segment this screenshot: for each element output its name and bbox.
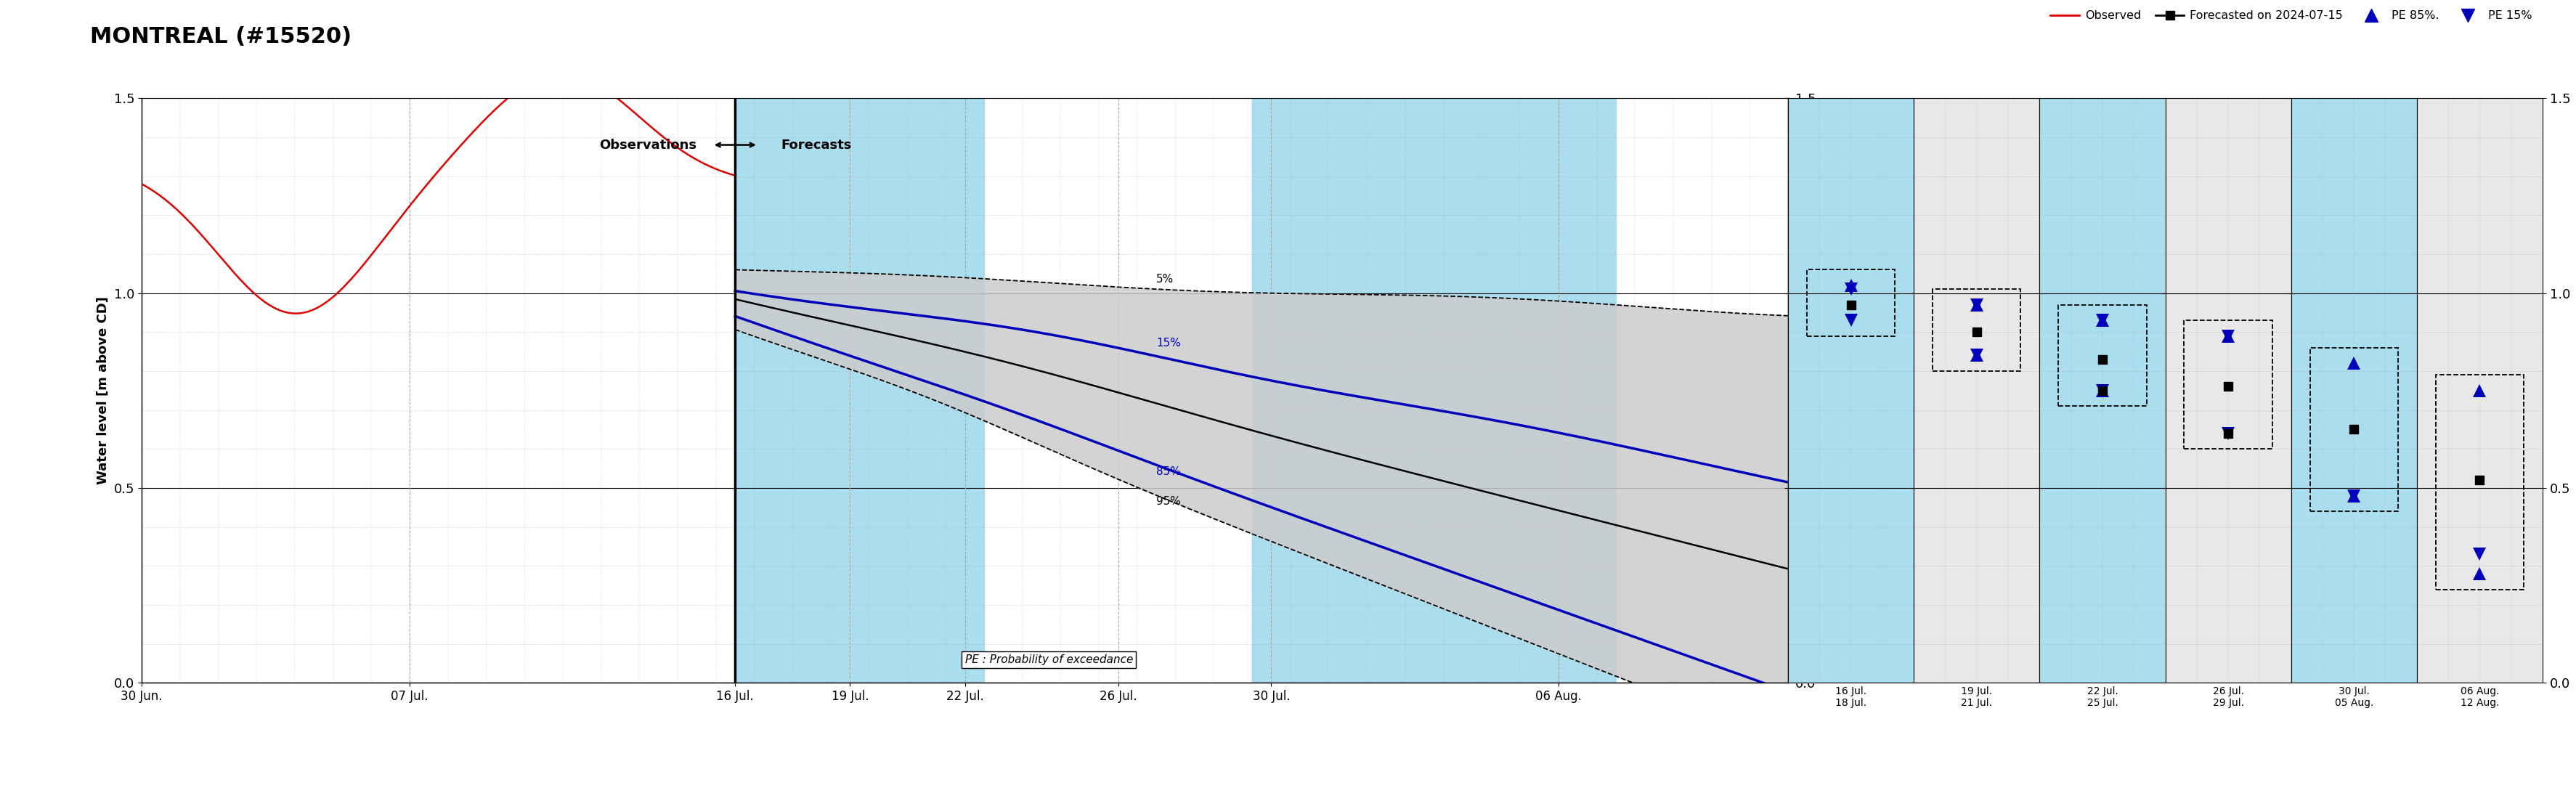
X-axis label: 19 Jul.
21 Jul.: 19 Jul. 21 Jul. [1960, 686, 1991, 708]
Text: Forecasts: Forecasts [781, 138, 853, 152]
Text: 5%: 5% [1157, 273, 1175, 284]
X-axis label: 16 Jul.
18 Jul.: 16 Jul. 18 Jul. [1834, 686, 1868, 708]
Bar [1932, 289, 2020, 371]
Y-axis label: Water level [m above CD]: Water level [m above CD] [98, 297, 111, 484]
Bar [734, 98, 984, 683]
Bar [2184, 320, 2272, 449]
Text: 85%: 85% [1157, 466, 1180, 477]
Text: PE : Probability of exceedance: PE : Probability of exceedance [966, 655, 1133, 666]
X-axis label: 26 Jul.
29 Jul.: 26 Jul. 29 Jul. [2213, 686, 2244, 708]
Text: 15%: 15% [1157, 338, 1180, 349]
X-axis label: 06 Aug.
12 Aug.: 06 Aug. 12 Aug. [2460, 686, 2499, 708]
Text: Observations: Observations [600, 138, 698, 152]
Bar [1806, 270, 1896, 336]
Bar [2311, 348, 2398, 511]
X-axis label: 30 Jul.
05 Aug.: 30 Jul. 05 Aug. [2334, 686, 2372, 708]
Bar [2437, 375, 2524, 590]
X-axis label: 22 Jul.
25 Jul.: 22 Jul. 25 Jul. [2087, 686, 2117, 708]
Legend: Observed, Forecasted on 2024-07-15, PE 85%., PE 15%: Observed, Forecasted on 2024-07-15, PE 8… [2045, 5, 2537, 26]
Bar [2058, 305, 2146, 406]
Text: MONTREAL (#15520): MONTREAL (#15520) [90, 26, 353, 47]
Bar [1252, 98, 1615, 683]
Text: 95%: 95% [1157, 496, 1180, 507]
